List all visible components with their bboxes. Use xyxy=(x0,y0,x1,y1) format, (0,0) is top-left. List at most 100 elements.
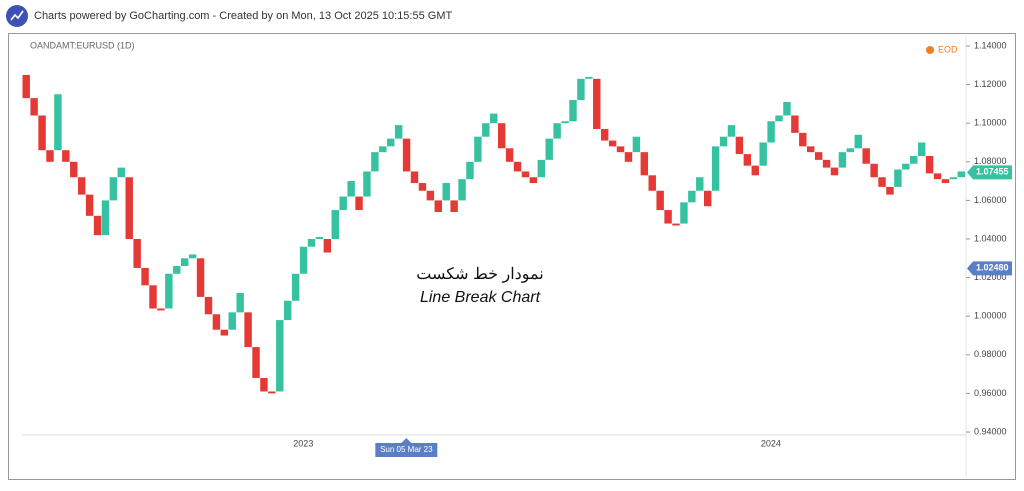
brick xyxy=(561,121,569,124)
brick xyxy=(957,171,965,178)
brick xyxy=(490,113,498,124)
brick xyxy=(949,177,958,180)
brick xyxy=(220,329,229,336)
brick xyxy=(553,123,561,139)
brick xyxy=(284,300,292,321)
brick xyxy=(466,161,474,180)
brick xyxy=(315,237,324,239)
brick xyxy=(600,128,609,141)
brick xyxy=(268,391,276,394)
brick xyxy=(640,152,649,176)
brick xyxy=(751,165,759,176)
brick xyxy=(767,121,775,143)
brick xyxy=(379,146,387,153)
crosshair-x-label: Sun 05 Mar 23 xyxy=(380,445,433,454)
brick xyxy=(505,148,514,162)
brick xyxy=(593,78,601,129)
brick xyxy=(917,142,926,157)
brick xyxy=(703,190,712,207)
brick xyxy=(624,152,633,162)
brick xyxy=(664,210,672,224)
brick xyxy=(355,196,363,211)
brick xyxy=(846,148,855,153)
crosshair-price-tag xyxy=(967,261,1012,276)
brick xyxy=(46,150,54,162)
brick xyxy=(347,181,355,197)
brick xyxy=(537,159,546,178)
y-tick-label: 1.12000 xyxy=(974,79,1007,89)
brick xyxy=(402,138,411,172)
brick xyxy=(933,173,942,180)
brick xyxy=(93,215,102,236)
brick xyxy=(133,239,141,268)
brick xyxy=(894,169,902,187)
brick xyxy=(228,312,236,330)
brick xyxy=(62,150,70,162)
brick xyxy=(696,177,704,191)
y-tick-label: 1.00000 xyxy=(974,311,1007,321)
brick xyxy=(497,123,506,149)
brick xyxy=(323,239,332,253)
brick xyxy=(759,142,767,166)
brick xyxy=(394,125,403,139)
brick xyxy=(291,273,300,301)
brick xyxy=(331,210,339,239)
brick xyxy=(727,125,736,137)
y-tick-label: 1.14000 xyxy=(974,40,1007,50)
y-tick-label: 1.06000 xyxy=(974,195,1007,205)
crosshair-x-tag xyxy=(375,443,438,457)
brick xyxy=(109,177,118,201)
x-tick-label: 2024 xyxy=(761,438,781,448)
brick xyxy=(616,146,625,153)
brick xyxy=(30,98,38,116)
brick xyxy=(862,148,870,164)
brick xyxy=(410,171,419,184)
crosshair-x-pointer xyxy=(401,438,412,443)
brick xyxy=(854,134,862,149)
brick xyxy=(117,167,126,178)
brick xyxy=(656,190,664,211)
brick xyxy=(426,190,435,201)
brick xyxy=(173,266,181,274)
x-tick-label: 2023 xyxy=(293,438,313,448)
brick xyxy=(672,223,680,226)
brick xyxy=(450,200,458,212)
brick xyxy=(925,156,934,174)
brick xyxy=(54,94,62,151)
y-tick-label: 1.04000 xyxy=(974,233,1007,243)
brick xyxy=(22,74,30,99)
brick xyxy=(165,273,173,309)
brick xyxy=(585,76,593,79)
brick xyxy=(878,177,886,187)
brick xyxy=(387,138,395,147)
brick xyxy=(212,314,221,330)
symbol: OANDAMT:EURUSD (1D) xyxy=(30,40,135,50)
brick xyxy=(632,136,641,153)
brick xyxy=(743,154,752,166)
brick xyxy=(799,132,807,147)
eod-label: EOD xyxy=(938,44,958,54)
brick xyxy=(38,115,46,151)
brick xyxy=(307,239,316,247)
brick xyxy=(157,308,165,311)
brick xyxy=(418,183,427,191)
header-text: Charts powered by GoCharting.com - Creat… xyxy=(34,10,452,22)
chart-frame xyxy=(8,33,1016,480)
brick xyxy=(244,312,252,348)
brick xyxy=(775,115,783,122)
brick xyxy=(648,175,656,191)
brick xyxy=(196,258,205,297)
y-tick-label: 0.94000 xyxy=(974,426,1007,436)
brick xyxy=(814,152,823,160)
brick xyxy=(141,267,149,286)
brick xyxy=(941,179,950,184)
crosshair-price-label: 1.02480 xyxy=(976,263,1009,273)
brick xyxy=(299,246,308,274)
brick xyxy=(363,171,371,197)
brick xyxy=(870,163,878,178)
y-tick-label: 0.98000 xyxy=(974,349,1007,359)
brick xyxy=(276,320,284,392)
logo-icon xyxy=(10,10,24,21)
brick xyxy=(688,190,696,203)
